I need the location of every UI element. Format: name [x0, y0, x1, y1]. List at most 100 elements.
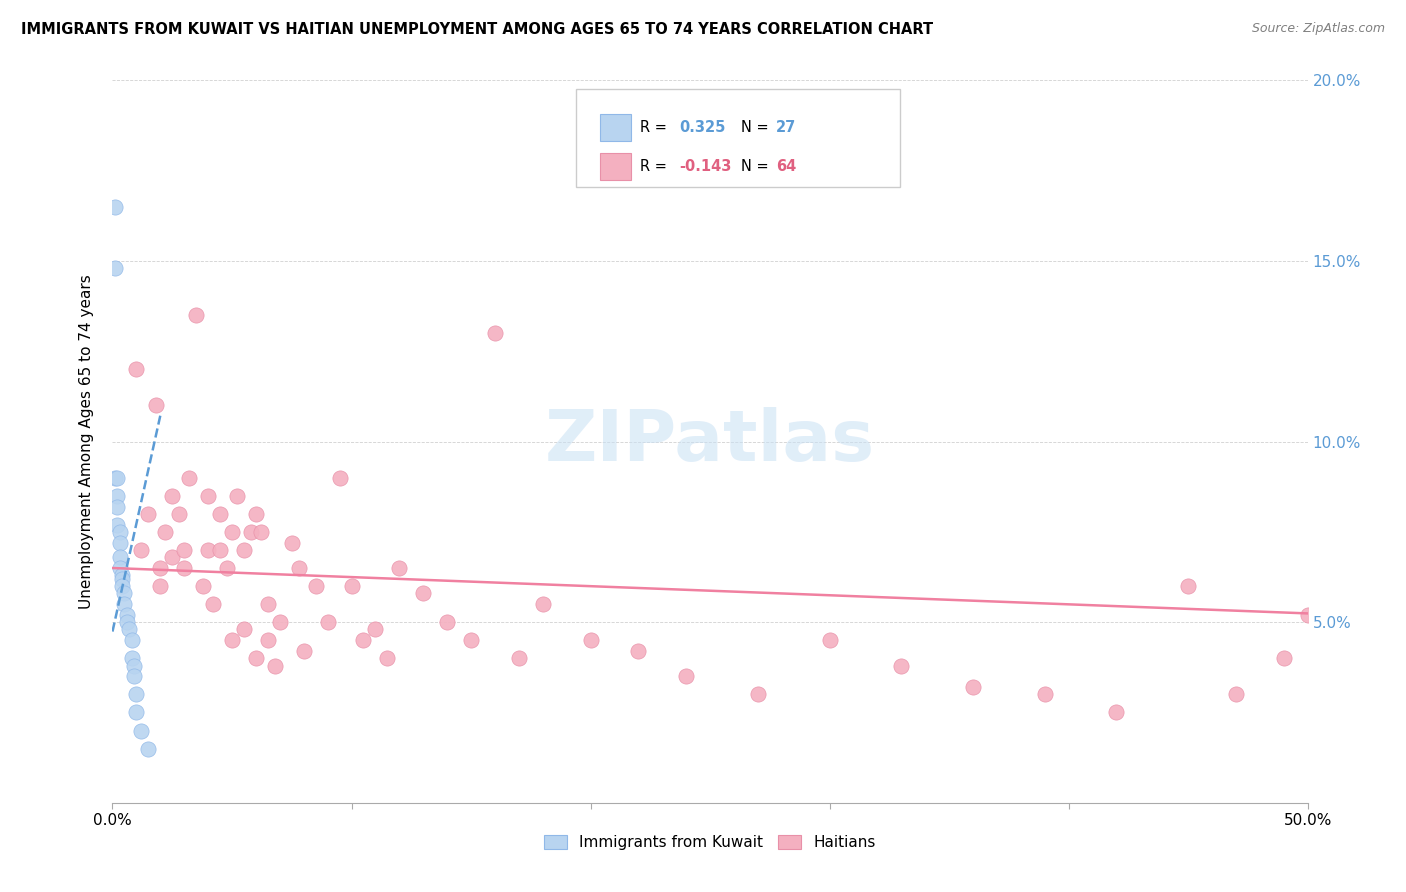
Point	[118, 623, 141, 637]
Text: ZIPatlas: ZIPatlas	[546, 407, 875, 476]
Point	[281, 535, 304, 549]
Y-axis label: Unemployment Among Ages 65 to 74 years: Unemployment Among Ages 65 to 74 years	[79, 274, 94, 609]
Point	[122, 669, 145, 683]
Point	[197, 542, 219, 557]
Point	[264, 658, 287, 673]
Point	[890, 658, 912, 673]
Point	[125, 706, 148, 720]
Point	[257, 597, 280, 611]
Point	[233, 542, 256, 557]
Point	[225, 489, 247, 503]
Point	[193, 579, 215, 593]
Point	[627, 644, 650, 658]
Point	[108, 550, 131, 565]
Text: 64: 64	[776, 160, 796, 174]
Point	[104, 471, 127, 485]
Point	[121, 633, 143, 648]
Point	[329, 471, 352, 485]
Legend: Immigrants from Kuwait, Haitians: Immigrants from Kuwait, Haitians	[538, 830, 882, 856]
Point	[249, 524, 271, 539]
Point	[197, 489, 219, 503]
Point	[747, 687, 769, 701]
Point	[138, 507, 160, 521]
Text: R =: R =	[640, 120, 671, 135]
Point	[377, 651, 399, 665]
Point	[292, 644, 315, 658]
Point	[104, 200, 127, 214]
Point	[149, 579, 172, 593]
Point	[177, 471, 200, 485]
Text: N =: N =	[741, 160, 773, 174]
Point	[129, 542, 152, 557]
Point	[108, 535, 131, 549]
Point	[149, 561, 172, 575]
Point	[114, 597, 135, 611]
Point	[484, 326, 506, 340]
Point	[162, 489, 183, 503]
Point	[245, 507, 267, 521]
Point	[169, 507, 191, 521]
Point	[111, 579, 134, 593]
Point	[388, 561, 411, 575]
Point	[209, 542, 232, 557]
Text: 27: 27	[776, 120, 796, 135]
Point	[675, 669, 697, 683]
Point	[245, 651, 267, 665]
Point	[162, 550, 183, 565]
Point	[1105, 706, 1128, 720]
Point	[104, 261, 127, 276]
Point	[460, 633, 482, 648]
Point	[125, 687, 148, 701]
Point	[186, 308, 208, 322]
Point	[1225, 687, 1247, 701]
Point	[105, 500, 128, 514]
Point	[221, 524, 243, 539]
Point	[125, 362, 148, 376]
Point	[115, 607, 138, 622]
Point	[1296, 607, 1319, 622]
Point	[436, 615, 458, 630]
Text: N =: N =	[741, 120, 773, 135]
Point	[305, 579, 328, 593]
Point	[412, 586, 434, 600]
Point	[138, 741, 160, 756]
Point	[105, 517, 128, 532]
Text: IMMIGRANTS FROM KUWAIT VS HAITIAN UNEMPLOYMENT AMONG AGES 65 TO 74 YEARS CORRELA: IMMIGRANTS FROM KUWAIT VS HAITIAN UNEMPL…	[21, 22, 934, 37]
Point	[269, 615, 291, 630]
Point	[173, 561, 195, 575]
Point	[111, 568, 134, 582]
Point	[108, 561, 131, 575]
Point	[217, 561, 239, 575]
Point	[221, 633, 243, 648]
Point	[257, 633, 280, 648]
Point	[288, 561, 311, 575]
Point	[153, 524, 176, 539]
Point	[364, 623, 387, 637]
Point	[173, 542, 195, 557]
Text: -0.143: -0.143	[679, 160, 731, 174]
Point	[818, 633, 841, 648]
Point	[105, 471, 128, 485]
Point	[1033, 687, 1056, 701]
Point	[105, 489, 128, 503]
Point	[240, 524, 263, 539]
Text: Source: ZipAtlas.com: Source: ZipAtlas.com	[1251, 22, 1385, 36]
Point	[508, 651, 530, 665]
Point	[531, 597, 554, 611]
Text: R =: R =	[640, 160, 671, 174]
Point	[201, 597, 224, 611]
Point	[108, 524, 131, 539]
Point	[1177, 579, 1199, 593]
Point	[129, 723, 152, 738]
Point	[114, 586, 135, 600]
Text: 0.325: 0.325	[679, 120, 725, 135]
Point	[352, 633, 374, 648]
Point	[316, 615, 339, 630]
Point	[233, 623, 256, 637]
Point	[1272, 651, 1295, 665]
Point	[579, 633, 602, 648]
Point	[115, 615, 138, 630]
Point	[962, 680, 984, 694]
Point	[209, 507, 232, 521]
Point	[121, 651, 143, 665]
